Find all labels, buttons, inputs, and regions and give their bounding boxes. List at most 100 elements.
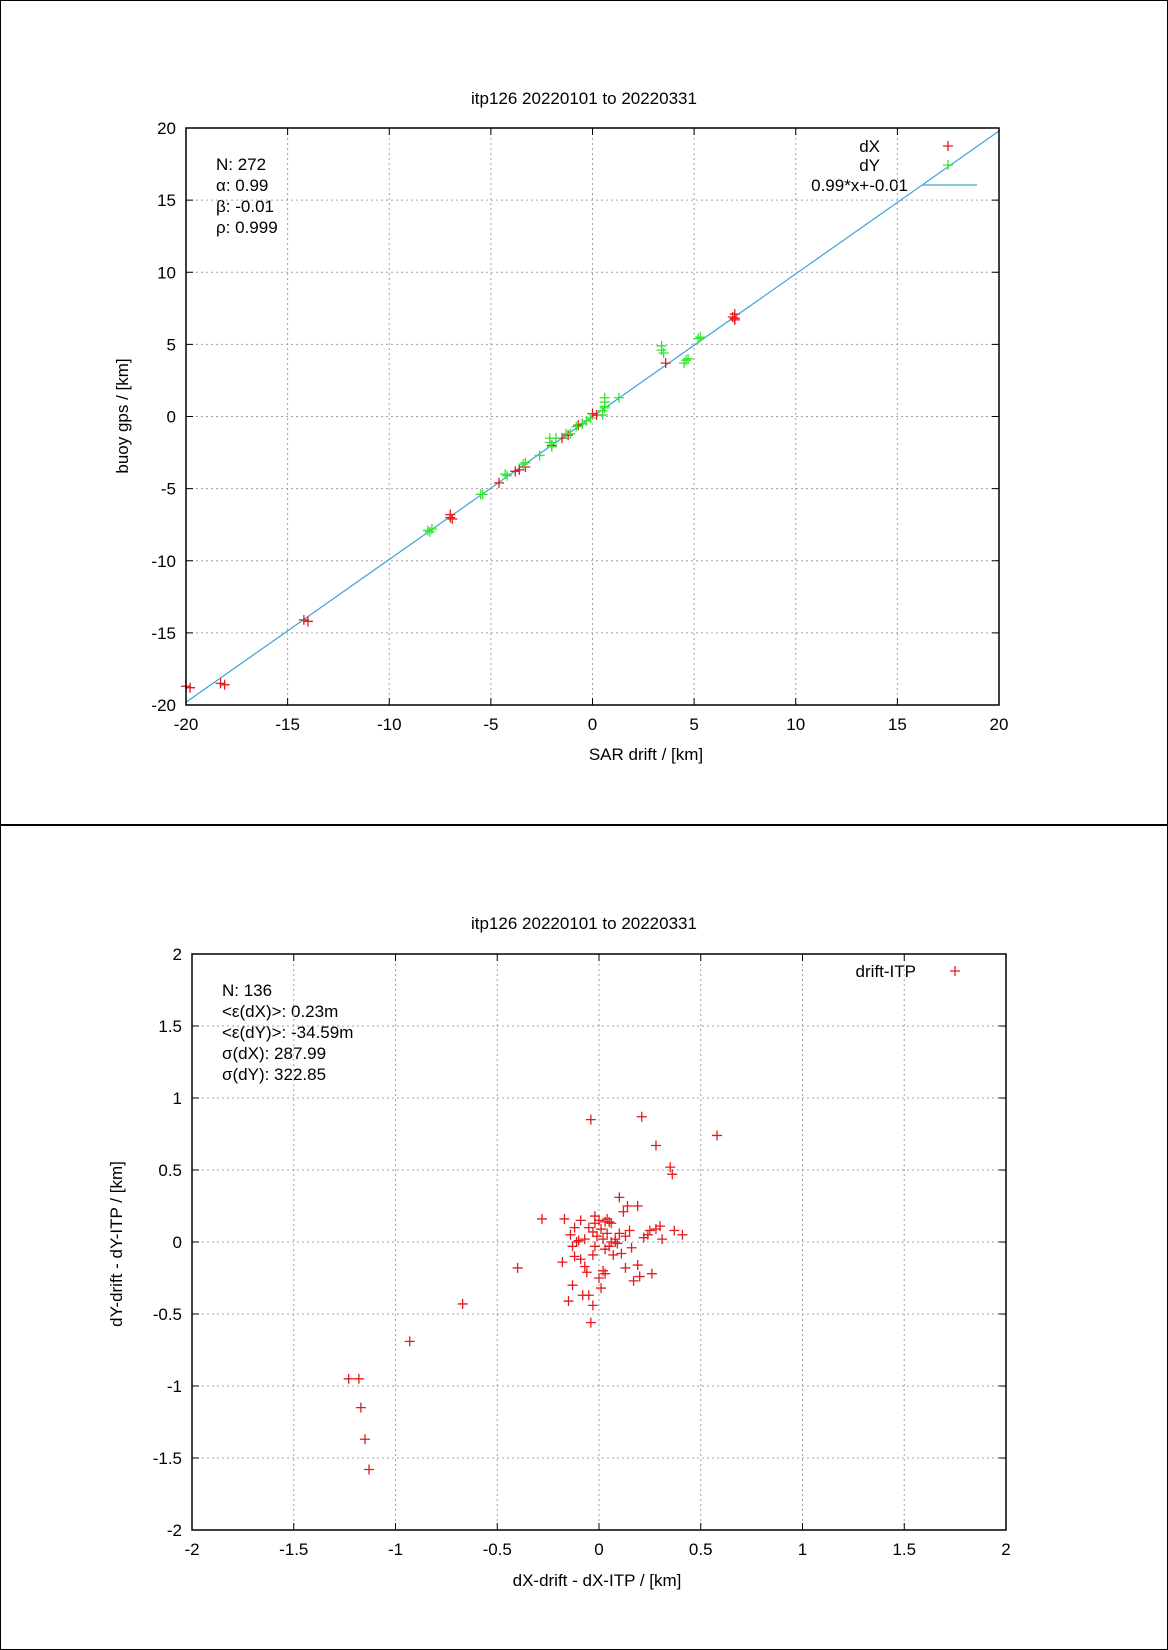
data-point bbox=[219, 679, 230, 690]
data-point bbox=[596, 1283, 607, 1294]
data-point bbox=[537, 1213, 548, 1224]
x-axis-label: SAR drift / [km] bbox=[589, 745, 703, 764]
data-point bbox=[599, 392, 610, 403]
stats-line: N: 272 bbox=[216, 155, 266, 174]
data-point bbox=[215, 678, 226, 689]
data-point bbox=[616, 1248, 627, 1259]
data-point bbox=[624, 1225, 635, 1236]
data-point bbox=[644, 1225, 655, 1236]
x-tick-label: 0 bbox=[588, 715, 597, 734]
legend: drift-ITP bbox=[856, 962, 916, 981]
y-tick-label: 2 bbox=[173, 945, 182, 964]
data-point bbox=[598, 1234, 609, 1245]
data-point bbox=[599, 402, 610, 413]
x-tick-label: 10 bbox=[786, 715, 805, 734]
data-point bbox=[591, 1231, 602, 1242]
data-point bbox=[622, 1201, 633, 1211]
data-point bbox=[550, 433, 561, 444]
x-tick-label: -1.5 bbox=[279, 1540, 308, 1559]
data-point bbox=[557, 1257, 568, 1268]
x-tick-label: -1 bbox=[388, 1540, 403, 1559]
data-point bbox=[581, 1267, 592, 1278]
stats-line: <ε(dX)>: 0.23m bbox=[222, 1002, 338, 1021]
legend-label-dy: dY bbox=[859, 156, 880, 175]
data-point bbox=[573, 420, 584, 431]
data-point bbox=[502, 470, 513, 481]
data-point bbox=[359, 1434, 370, 1445]
y-tick-label: 15 bbox=[157, 191, 176, 210]
data-point bbox=[575, 1254, 586, 1265]
data-point bbox=[608, 1249, 619, 1260]
data-point bbox=[585, 412, 596, 423]
y-tick-label: 1 bbox=[173, 1089, 182, 1108]
data-point bbox=[364, 1464, 375, 1475]
data-point bbox=[657, 1234, 668, 1245]
plot-area-border bbox=[185, 127, 1000, 706]
data-point bbox=[587, 1300, 598, 1311]
legend-marker bbox=[943, 160, 953, 170]
data-point bbox=[632, 1260, 643, 1271]
data-point bbox=[514, 464, 525, 475]
data-point bbox=[494, 477, 505, 488]
data-point bbox=[353, 1373, 364, 1384]
x-tick-label: 1.5 bbox=[892, 1540, 916, 1559]
data-point bbox=[512, 1262, 523, 1273]
x-axis-label: dX-drift - dX-ITP / [km] bbox=[513, 1571, 682, 1590]
data-point bbox=[567, 1241, 578, 1252]
data-point bbox=[693, 333, 704, 344]
x-tick-label: -2 bbox=[184, 1540, 199, 1559]
data-point bbox=[343, 1373, 354, 1384]
data-point bbox=[569, 1251, 580, 1262]
y-tick-label: 20 bbox=[157, 119, 176, 138]
data-point bbox=[606, 1218, 617, 1229]
data-point bbox=[602, 1228, 613, 1239]
data-point bbox=[612, 1238, 623, 1249]
data-point bbox=[571, 1237, 582, 1247]
data-point bbox=[587, 1226, 598, 1237]
x-tick-label: 0 bbox=[594, 1540, 603, 1559]
data-point bbox=[683, 353, 694, 364]
data-point bbox=[575, 1215, 586, 1226]
x-tick-label: -0.5 bbox=[483, 1540, 512, 1559]
series-dy bbox=[422, 332, 706, 537]
y-tick-label: -2 bbox=[167, 1521, 182, 1540]
data-point bbox=[596, 1224, 607, 1235]
data-point bbox=[563, 430, 574, 441]
data-point bbox=[712, 1130, 723, 1141]
data-point bbox=[589, 1218, 600, 1229]
top-chart-panel: itp126 20220101 to 20220331 SAR drift / … bbox=[0, 0, 1168, 825]
data-point bbox=[571, 421, 582, 432]
grid bbox=[192, 954, 1006, 1530]
data-point bbox=[477, 489, 488, 500]
data-point bbox=[632, 1201, 643, 1211]
data-point bbox=[667, 1169, 678, 1180]
stats-box: N: 272 α: 0.99 β: -0.01 ρ: 0.999 bbox=[216, 155, 278, 237]
data-point bbox=[620, 1262, 631, 1273]
data-point bbox=[544, 437, 555, 448]
bottom-chart-panel: itp126 20220101 to 20220331 dX-drift - d… bbox=[0, 825, 1168, 1650]
data-point bbox=[695, 332, 706, 343]
stats-line: <ε(dY)>: -34.59m bbox=[222, 1023, 353, 1042]
y-tick-label: 1.5 bbox=[158, 1017, 182, 1036]
data-point bbox=[569, 1222, 580, 1233]
data-point bbox=[729, 314, 740, 325]
data-point bbox=[579, 1261, 590, 1272]
y-tick-label: 10 bbox=[157, 263, 176, 282]
data-point bbox=[677, 1229, 688, 1240]
y-tick-label: -10 bbox=[151, 552, 176, 571]
data-point bbox=[573, 1235, 584, 1246]
data-point bbox=[577, 1290, 588, 1301]
data-point bbox=[655, 1221, 666, 1232]
drift-error-scatter-chart: itp126 20220101 to 20220331 dX-drift - d… bbox=[0, 825, 1168, 1650]
data-point bbox=[669, 1225, 680, 1236]
data-point bbox=[585, 1317, 596, 1328]
series-drift-itp bbox=[343, 1111, 723, 1475]
x-tick-label: -20 bbox=[174, 715, 199, 734]
x-tick-label: 1 bbox=[798, 1540, 807, 1559]
data-point bbox=[626, 1242, 637, 1253]
data-point bbox=[518, 459, 529, 470]
data-point bbox=[613, 392, 624, 403]
chart-title: itp126 20220101 to 20220331 bbox=[471, 914, 697, 933]
data-point bbox=[618, 1206, 629, 1217]
data-point bbox=[457, 1298, 468, 1309]
